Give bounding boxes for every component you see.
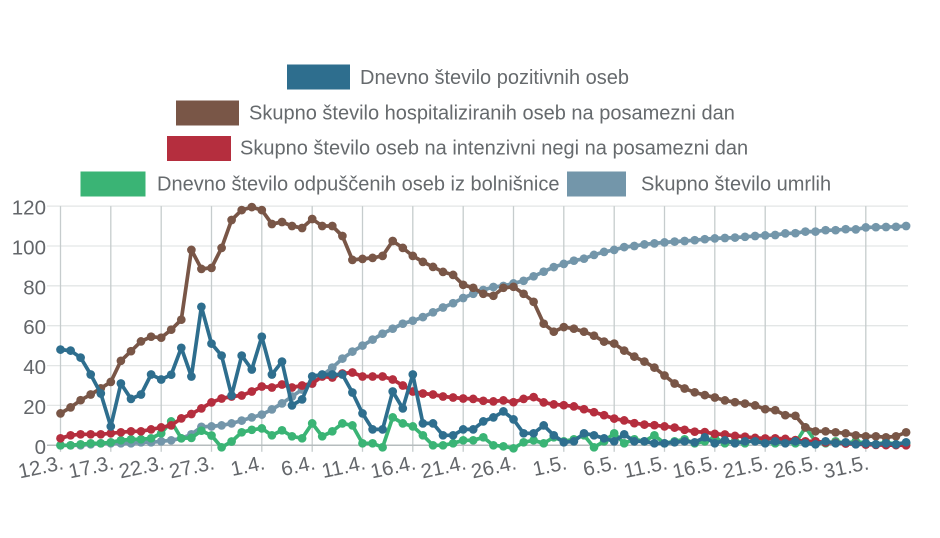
svg-text:60: 60 xyxy=(23,316,46,339)
svg-text:Skupno število umrlih: Skupno število umrlih xyxy=(641,174,831,196)
svg-text:80: 80 xyxy=(23,276,46,299)
svg-text:Skupno število oseb na intenzi: Skupno število oseb na intenzivni negi n… xyxy=(240,138,748,160)
svg-text:0: 0 xyxy=(35,436,46,459)
svg-text:Skupno število hospitalizirani: Skupno število hospitaliziranih oseb na … xyxy=(249,103,735,125)
svg-text:40: 40 xyxy=(23,356,46,379)
svg-text:Dnevno število pozitivnih oseb: Dnevno število pozitivnih oseb xyxy=(360,67,629,89)
svg-text:20: 20 xyxy=(23,396,46,419)
svg-text:Dnevno število odpuščenih oseb: Dnevno število odpuščenih oseb iz bolniš… xyxy=(157,174,559,196)
svg-text:100: 100 xyxy=(12,237,46,260)
svg-text:120: 120 xyxy=(12,197,46,220)
